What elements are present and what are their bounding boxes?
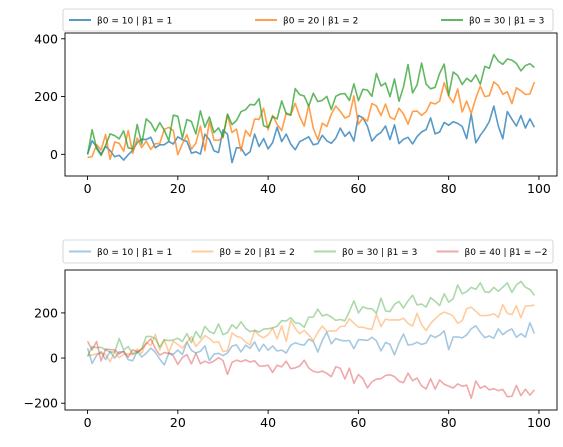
series-line-2	[87, 303, 535, 363]
x-tick-label: 100	[527, 415, 551, 430]
plot-frame	[64, 32, 558, 177]
series-lines	[86, 53, 536, 164]
series-line-1	[86, 105, 536, 164]
x-tick-label: 0	[84, 181, 92, 196]
x-tick-label: 60	[350, 415, 366, 430]
series-lines	[86, 280, 536, 400]
legend: β0 = 10 | β1 = 1 β0 = 20 | β1 = 2 β0 = 30 …	[62, 239, 554, 264]
x-tick-label: 40	[260, 181, 276, 196]
legend-label-2: β0 = 20 | β1 = 2	[283, 17, 358, 27]
legend-box	[62, 239, 554, 264]
x-tick-label: 20	[170, 415, 186, 430]
series-line-3	[86, 280, 536, 357]
x-tick-label: 40	[260, 415, 276, 430]
x-tick-label: 0	[84, 415, 92, 430]
legend-label-4: β0 = 40 | β1 = −2	[465, 248, 548, 258]
series-line-2	[87, 81, 536, 161]
x-tick-label: 80	[441, 415, 457, 430]
y-tick-label: 200	[34, 305, 58, 320]
plot-frame	[64, 269, 558, 411]
y-tick-label: −200	[24, 396, 58, 411]
x-tick-label: 20	[170, 181, 186, 196]
y-tick-label: 0	[50, 147, 58, 162]
x-tick-label: 100	[527, 181, 551, 196]
series-line-1	[86, 321, 536, 366]
y-tick-label: 0	[50, 351, 58, 366]
series-line-4	[86, 337, 536, 400]
legend-label-3: β0 = 30 | β1 = 3	[342, 248, 417, 258]
y-tick-label: 400	[34, 31, 58, 46]
x-tick-label: 60	[350, 181, 366, 196]
x-tick-label: 80	[441, 181, 457, 196]
legend-label-1: β0 = 10 | β1 = 1	[97, 17, 172, 27]
y-tick-label: 200	[34, 89, 58, 104]
legend: β0 = 10 | β1 = 1 β0 = 20 | β1 = 2 β0 = 30 …	[62, 8, 554, 32]
series-line-3	[86, 53, 535, 157]
legend-box	[62, 8, 554, 32]
legend-label-2: β0 = 20 | β1 = 2	[220, 248, 295, 258]
legend-label-1: β0 = 10 | β1 = 1	[97, 248, 172, 258]
legend-label-3: β0 = 30 | β1 = 3	[469, 17, 544, 27]
